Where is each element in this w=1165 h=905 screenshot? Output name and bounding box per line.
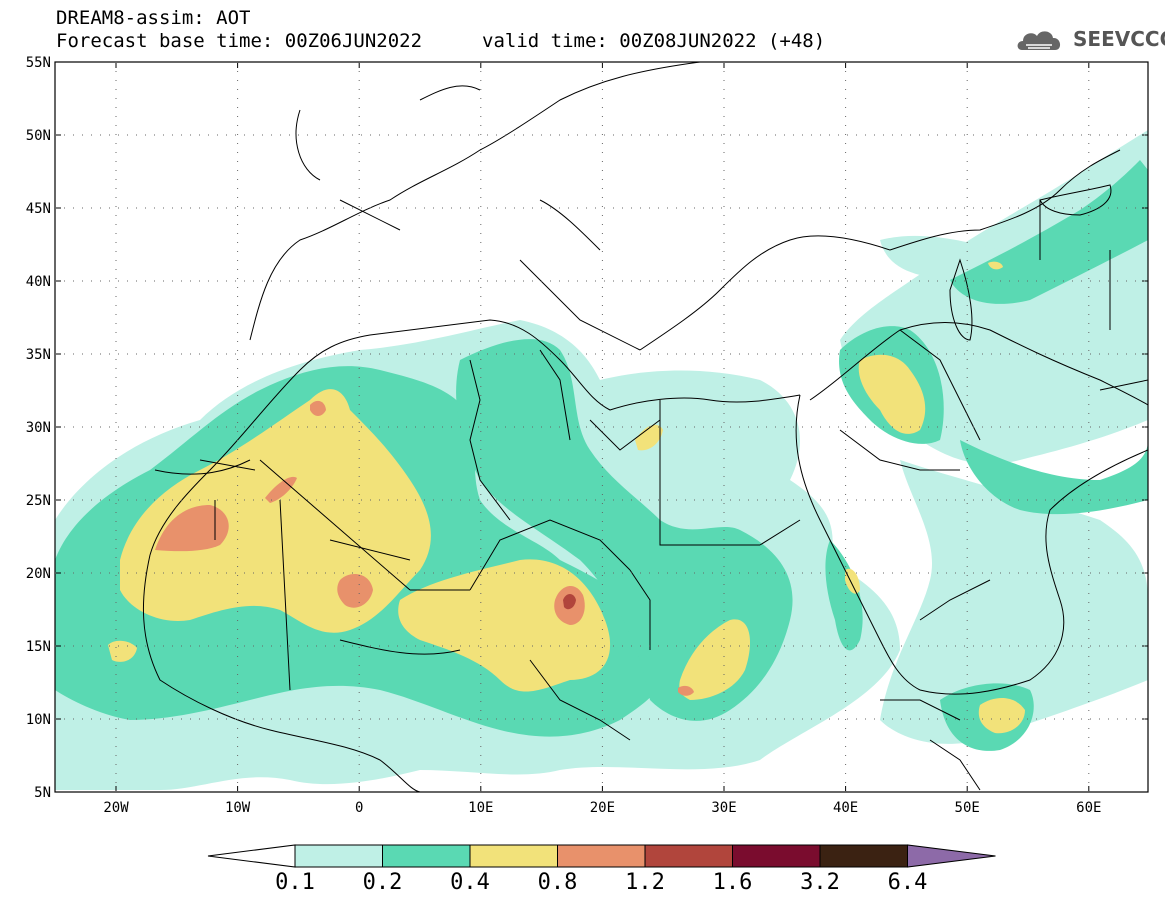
aot-darkred-chad: [563, 594, 576, 610]
colorbar-label: 6.4: [888, 870, 928, 895]
lon-label: 60E: [1076, 800, 1101, 816]
aot-yellow-caspian: [988, 261, 1003, 270]
lon-label: 10E: [468, 800, 493, 816]
aot-orange-sudan: [678, 685, 694, 696]
forecast-base-time: Forecast base time: 00Z06JUN2022: [56, 30, 423, 52]
aot-yellow-iraq: [858, 354, 926, 434]
cloud-icon: [1017, 31, 1061, 50]
aot-yellow-sudan: [679, 619, 750, 700]
lat-label: 30N: [26, 420, 51, 436]
lon-label: 20W: [103, 800, 129, 816]
lat-label: 35N: [26, 347, 51, 363]
map-title: DREAM8-assim: AOT: [56, 7, 251, 29]
lat-label: 25N: [26, 493, 51, 509]
colorbar-label: 0.1: [275, 870, 315, 895]
colorbar-segment: [382, 844, 471, 868]
colorbar-over-arrow: [907, 844, 996, 868]
lat-label: 15N: [26, 639, 51, 655]
lon-label: 20E: [590, 800, 615, 816]
colorbar-label: 0.8: [538, 870, 578, 895]
aot-green-centralsahara: [456, 339, 793, 721]
lon-label: 0: [355, 800, 363, 816]
aot-light-arabia: [880, 460, 1148, 744]
lat-axis: 55N 50N 45N 40N 35N 30N 25N 20N 15N 10N 5N: [26, 55, 1148, 801]
aot-yellow-libya: [635, 424, 663, 451]
aot-orange-mauritania: [155, 505, 229, 552]
colorbar-segment: [294, 844, 383, 868]
lat-label: 5N: [34, 785, 51, 801]
lon-label: 50E: [955, 800, 980, 816]
colorbar-segment: [732, 844, 821, 868]
colorbar-label: 0.4: [450, 870, 490, 895]
lat-label: 10N: [26, 712, 51, 728]
lat-label: 40N: [26, 274, 51, 290]
colorbar-segment: [469, 844, 558, 868]
colorbar-label: 0.2: [363, 870, 403, 895]
colorbar-segment: [644, 844, 733, 868]
aot-yellow-niger: [398, 559, 611, 692]
lat-label: 55N: [26, 55, 51, 71]
aot-orange-algeria: [265, 476, 297, 503]
aot-green-iran: [960, 440, 1148, 515]
lon-label: 40E: [833, 800, 858, 816]
aot-yellow-somalia: [978, 698, 1025, 734]
colorbar-segment: [819, 844, 908, 868]
aot-orange-morocco: [310, 400, 326, 416]
aot-green-redsea: [825, 540, 863, 651]
aot-field: [55, 130, 1148, 790]
lat-label: 50N: [26, 128, 51, 144]
aot-light-balkans: [880, 235, 1000, 277]
coastlines: [142, 62, 1148, 792]
lat-label: 20N: [26, 566, 51, 582]
colorbar-under-arrow: [207, 844, 296, 868]
colorbar-label: 1.6: [713, 870, 753, 895]
aot-yellow-westsahara: [120, 389, 431, 633]
seevccc-logo: SEEVCCC: [1073, 27, 1165, 51]
aot-yellow-eritrea: [845, 568, 860, 594]
colorbar-label: 1.2: [625, 870, 665, 895]
lon-label: 30E: [711, 800, 736, 816]
colorbar: 0.1 0.2 0.4 0.8 1.2 1.6 3.2 6.4: [207, 844, 996, 895]
lon-label: 10W: [225, 800, 251, 816]
colorbar-segment: [557, 844, 646, 868]
aot-yellow-senegal: [108, 640, 137, 662]
lat-label: 45N: [26, 201, 51, 217]
colorbar-label: 3.2: [800, 870, 840, 895]
aot-orange-mali: [337, 574, 373, 608]
valid-time: valid time: 00Z08JUN2022 (+48): [482, 30, 826, 52]
